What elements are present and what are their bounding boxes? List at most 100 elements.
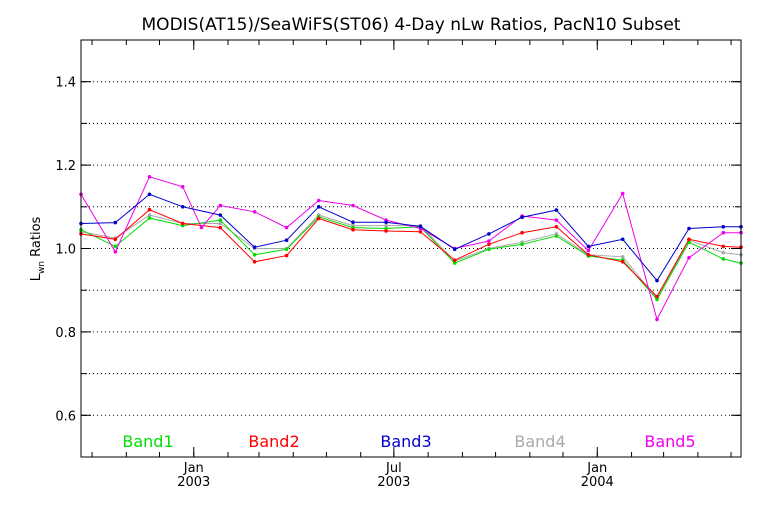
- data-point: [284, 225, 289, 230]
- data-point: [620, 191, 625, 196]
- data-point: [180, 221, 185, 226]
- y-tick-label: 0.6: [55, 409, 76, 424]
- y-axis: 0.6 0.8 1.0 1.2 1.4: [55, 76, 741, 424]
- data-point: [147, 175, 152, 179]
- series-line: [80, 176, 741, 321]
- data-point: [487, 239, 491, 243]
- data-point: [180, 185, 185, 189]
- data-point: [284, 253, 289, 258]
- data-point: [147, 192, 152, 197]
- data-point: [218, 225, 223, 230]
- data-point: [252, 210, 257, 214]
- y-tick-label: 1.0: [55, 243, 76, 258]
- series-band1: [79, 215, 743, 302]
- data-point: [620, 237, 625, 242]
- legend-item-band1: Band1: [122, 432, 173, 451]
- data-point: [721, 230, 726, 235]
- series-layer: [79, 175, 743, 322]
- x-tick-label-month: Jul: [385, 461, 402, 476]
- legend: Band1 Band2 Band3 Band4 Band5: [122, 432, 695, 451]
- data-point: [452, 258, 457, 263]
- plot-frame: [80, 39, 742, 458]
- data-point: [252, 245, 257, 249]
- data-point: [554, 225, 559, 229]
- data-point: [721, 225, 726, 229]
- series-band3: [79, 192, 743, 283]
- data-point: [487, 232, 491, 236]
- data-point: [351, 203, 355, 208]
- data-point: [147, 213, 152, 217]
- legend-item-band5: Band5: [644, 432, 695, 451]
- data-point: [721, 257, 726, 261]
- data-point: [351, 220, 355, 224]
- series-line: [80, 193, 741, 282]
- data-point: [218, 218, 223, 222]
- data-point: [113, 250, 118, 254]
- data-point: [284, 238, 289, 242]
- data-point: [655, 278, 659, 283]
- data-point: [113, 237, 118, 242]
- data-point: [452, 261, 457, 265]
- gridlines: [81, 81, 741, 416]
- data-point: [180, 205, 185, 209]
- data-point: [687, 226, 691, 231]
- chart-title: MODIS(AT15)/SeaWiFS(ST06) 4-Day nLw Rati…: [142, 15, 681, 35]
- data-point: [384, 223, 388, 228]
- data-point: [199, 225, 204, 230]
- data-point: [687, 237, 691, 242]
- data-point: [351, 227, 355, 232]
- series-line: [80, 216, 742, 301]
- data-point: [384, 226, 388, 231]
- x-tick-label-month: Jan: [183, 461, 204, 476]
- y-tick-label: 1.2: [55, 159, 76, 174]
- data-point: [384, 229, 388, 233]
- data-point: [554, 218, 559, 222]
- series-line: [80, 209, 742, 298]
- data-point: [113, 244, 118, 249]
- series-band2: [79, 207, 743, 299]
- data-point: [418, 230, 423, 234]
- data-point: [554, 208, 559, 212]
- data-point: [487, 242, 491, 247]
- data-point: [316, 198, 321, 203]
- x-tick-label-year: 2003: [177, 475, 210, 490]
- data-point: [418, 224, 423, 229]
- y-axis-label: Lwn Ratios: [29, 216, 47, 281]
- data-point: [113, 220, 118, 225]
- data-point: [554, 234, 559, 238]
- data-point: [520, 230, 524, 235]
- data-point: [520, 242, 524, 247]
- data-point: [452, 247, 457, 252]
- data-point: [252, 253, 257, 257]
- data-point: [487, 247, 491, 252]
- y-tick-label: 0.8: [55, 326, 76, 341]
- x-tick-label-month: Jan: [586, 461, 607, 476]
- legend-item-band4: Band4: [514, 432, 565, 451]
- data-point: [721, 244, 726, 249]
- x-tick-label-year: 2003: [377, 475, 410, 490]
- data-point: [655, 317, 659, 322]
- data-point: [316, 205, 321, 209]
- data-point: [284, 247, 289, 252]
- data-point: [655, 297, 659, 302]
- data-point: [655, 294, 659, 299]
- data-point: [620, 260, 625, 264]
- data-point: [147, 216, 152, 220]
- data-point: [687, 255, 691, 260]
- data-point: [252, 260, 257, 264]
- data-point: [520, 215, 524, 219]
- data-point: [218, 221, 223, 226]
- data-point: [586, 244, 591, 249]
- data-point: [218, 203, 223, 208]
- x-tick-label-year: 2004: [581, 475, 614, 490]
- data-point: [384, 220, 388, 224]
- data-point: [620, 254, 625, 259]
- series-band5: [79, 175, 743, 322]
- data-point: [218, 213, 223, 217]
- legend-item-band3: Band3: [380, 432, 431, 451]
- legend-item-band2: Band2: [248, 432, 299, 451]
- data-point: [147, 207, 152, 212]
